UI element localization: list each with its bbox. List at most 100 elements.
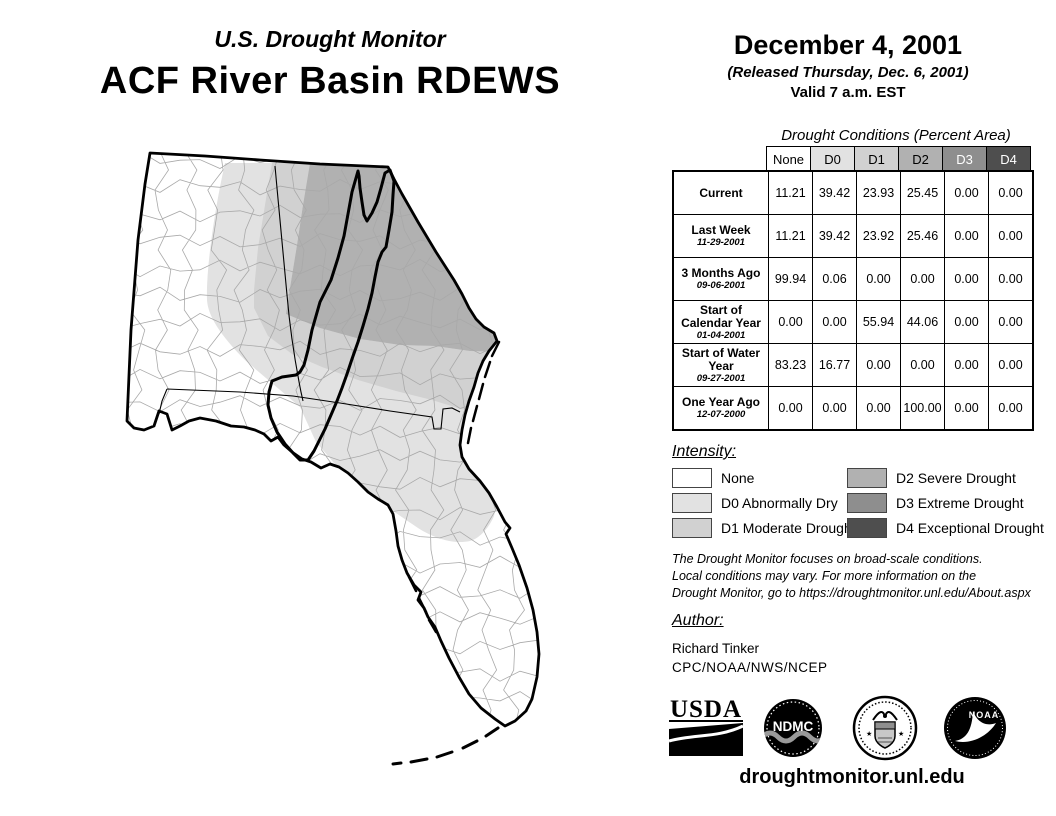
barrier-islands (407, 340, 501, 634)
cell-value: 0.00 (988, 343, 1034, 387)
cell-value: 0.00 (988, 257, 1034, 301)
svg-text:★: ★ (866, 730, 872, 738)
drought-shading (127, 153, 539, 726)
drought-col-header: D0 (810, 146, 855, 172)
drought-col-header: D4 (986, 146, 1031, 172)
cell-value: 0.00 (768, 300, 813, 344)
noaa-logo: NOAA (944, 697, 1006, 759)
acf-basin-outline (266, 168, 396, 462)
cell-value: 23.92 (856, 214, 901, 258)
row-date: 01-04-2001 (696, 329, 746, 341)
ndmc-logo: NDMC (764, 699, 822, 757)
row-date: 11-29-2001 (697, 237, 745, 248)
drought-map (125, 151, 541, 766)
row-label: Start of Water Year (681, 345, 761, 373)
d1-area (254, 163, 530, 420)
cell-value: 0.00 (900, 257, 945, 301)
cell-value: 0.00 (900, 343, 945, 387)
date-block: December 4, 2001 (Released Thursday, Dec… (672, 30, 1024, 101)
region-outline (125, 151, 541, 728)
cell-value: 0.00 (988, 300, 1034, 344)
cell-value: 0.00 (944, 170, 989, 215)
cell-value: 0.00 (856, 343, 901, 387)
cell-value: 11.21 (768, 214, 813, 258)
row-date: 09-27-2001 (696, 372, 746, 384)
site-url: droughtmonitor.unl.edu (739, 766, 965, 788)
cell-value: 0.06 (812, 257, 857, 301)
cell-value: 0.00 (944, 343, 989, 387)
table-row: 3 Months Ago 09-06-2001 99.94 0.06 0.00 0… (672, 257, 1034, 301)
cell-value: 23.93 (856, 170, 901, 215)
cell-value: 25.45 (900, 170, 945, 215)
cell-value: 0.00 (856, 257, 901, 301)
legend-swatch (672, 493, 712, 513)
cell-value: 0.00 (988, 386, 1034, 431)
cell-value: 83.23 (768, 343, 813, 387)
cell-value: 39.42 (812, 214, 857, 258)
legend-label: D3 Extreme Drought (896, 495, 1024, 511)
row-label: Start of Calendar Year (681, 302, 761, 330)
legend-label: D0 Abnormally Dry (721, 495, 838, 511)
author-org: CPC/NOAA/NWS/NCEP (672, 660, 828, 675)
drought-table-header: None D0 D1 D2 D3 D4 (766, 146, 1031, 172)
state-borders (158, 165, 461, 430)
disclaimer-text: The Drought Monitor focuses on broad-sca… (672, 552, 1031, 600)
cell-value: 0.00 (988, 214, 1034, 258)
author-name: Richard Tinker (672, 641, 760, 656)
svg-text:★: ★ (898, 730, 904, 738)
row-label: Last Week (691, 223, 751, 237)
legend-heading: Intensity: (672, 443, 737, 460)
row-label: 3 Months Ago (681, 266, 761, 280)
cell-value: 0.00 (768, 386, 813, 431)
cell-value: 44.06 (900, 300, 945, 344)
table-row: One Year Ago 12-07-2000 0.00 0.00 0.00 10… (672, 386, 1034, 431)
valid-time: Valid 7 a.m. EST (790, 84, 906, 101)
legend-swatch (672, 468, 712, 488)
table-caption: Drought Conditions (Percent Area) (781, 127, 1011, 144)
drought-col-header: None (766, 146, 811, 172)
cell-value: 99.94 (768, 257, 813, 301)
row-date: 09-06-2001 (696, 280, 746, 291)
cell-value: 0.00 (988, 170, 1034, 215)
cell-value: 0.00 (856, 386, 901, 431)
cell-value: 0.00 (944, 300, 989, 344)
cell-value: 55.94 (856, 300, 901, 344)
legend-label: D1 Moderate Drought (721, 520, 856, 536)
cell-value: 0.00 (812, 300, 857, 344)
cell-value: 0.00 (944, 386, 989, 431)
d2-area (286, 163, 539, 355)
svg-text:USDA: USDA (670, 696, 742, 723)
commerce-seal-logo: ★ ★ (852, 695, 918, 761)
svg-text:NDMC: NDMC (773, 719, 814, 734)
drought-col-header: D3 (942, 146, 987, 172)
program-title: U.S. Drought Monitor (214, 26, 446, 52)
legend-swatch (847, 493, 887, 513)
usda-logo: USDA (668, 696, 744, 756)
table-row: Start of Water Year 09-27-2001 83.23 16.7… (672, 343, 1034, 387)
table-row: Start of Calendar Year 01-04-2001 0.00 0.… (672, 300, 1034, 344)
cell-value: 100.00 (900, 386, 945, 431)
table-row: Last Week 11-29-2001 11.21 39.42 23.92 25… (672, 214, 1034, 258)
row-label: Current (699, 185, 743, 200)
drought-col-header: D2 (898, 146, 943, 172)
legend-label: None (721, 470, 755, 486)
released-date: (Released Thursday, Dec. 6, 2001) (727, 64, 969, 81)
row-date: 12-07-2000 (696, 409, 746, 420)
legend-swatch (847, 518, 887, 538)
drought-table: Current 11.21 39.42 23.93 25.45 0.00 0.0… (672, 170, 1034, 431)
legend-label: D2 Severe Drought (896, 470, 1016, 486)
map-date: December 4, 2001 (733, 30, 963, 60)
table-row: Current 11.21 39.42 23.93 25.45 0.00 0.0… (672, 170, 1034, 215)
author-heading: Author: (672, 612, 724, 629)
cell-value: 11.21 (768, 170, 813, 215)
drought-col-header: D1 (854, 146, 899, 172)
cell-value: 25.46 (900, 214, 945, 258)
page-title: ACF River Basin RDEWS (99, 60, 561, 102)
florida-keys (391, 726, 500, 766)
row-label: One Year Ago (681, 395, 761, 409)
cell-value: 0.00 (812, 386, 857, 431)
cell-value: 0.00 (944, 257, 989, 301)
cell-value: 39.42 (812, 170, 857, 215)
legend-label: D4 Exceptional Drought (896, 520, 1044, 536)
